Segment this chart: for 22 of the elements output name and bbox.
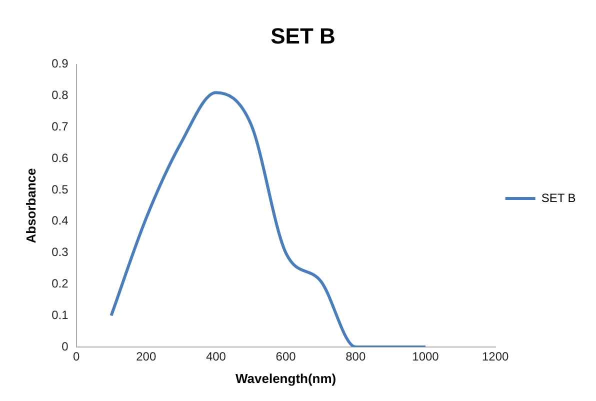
y-tick-label: 0.9 — [52, 56, 69, 71]
x-tick-label: 1200 — [482, 350, 509, 364]
y-tick-label: 0.1 — [52, 308, 69, 322]
x-tick-label: 0 — [72, 350, 80, 364]
y-tick-label: 0.7 — [52, 120, 69, 134]
y-tick-label: 0.6 — [52, 150, 69, 165]
x-tick-label: 400 — [206, 350, 226, 364]
x-tick-label: 800 — [346, 350, 366, 364]
y-tick-label: 0.3 — [52, 245, 69, 260]
y-tick-label: 0.8 — [52, 88, 69, 102]
x-tick-label: 200 — [136, 350, 156, 364]
x-axis-title: Wavelength(nm) — [235, 370, 336, 386]
legend-label: SET B — [541, 190, 576, 205]
chart-title: SET B — [270, 23, 336, 48]
x-tick-label: 600 — [276, 350, 296, 364]
line-series — [110, 91, 427, 347]
y-tick-label: 0 — [62, 339, 69, 354]
y-tick-label: 0.2 — [52, 276, 69, 291]
y-tick-label: 0.5 — [52, 182, 69, 196]
x-tick-label: 1000 — [412, 350, 440, 364]
y-axis-title: Absorbance — [23, 168, 38, 244]
y-tick-label: 0.4 — [52, 214, 69, 228]
